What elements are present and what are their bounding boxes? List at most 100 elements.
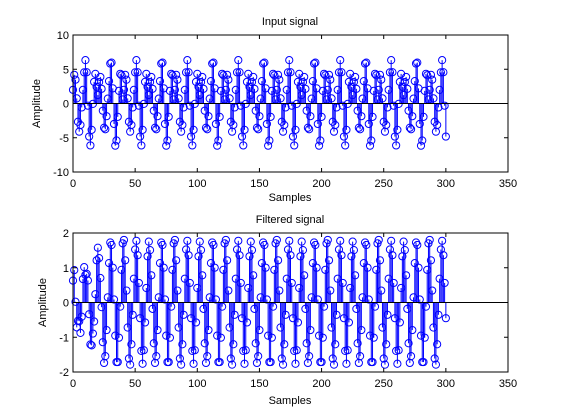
filtered-signal-sample-marker <box>93 243 102 252</box>
input-signal-sample-marker <box>153 112 162 121</box>
input-signal-sample-marker <box>194 82 203 91</box>
filtered-signal-sample-marker <box>71 297 80 306</box>
filtered-signal-sample-marker <box>374 235 383 245</box>
filtered-signal-sample-marker <box>229 340 238 349</box>
input-signal-sample-marker <box>401 72 411 82</box>
input-signal-sample-marker <box>286 68 295 77</box>
filtered-signal-sample-marker <box>226 354 235 363</box>
filtered-signal-sample-marker <box>168 265 177 274</box>
input-signal-sample-marker <box>76 120 85 130</box>
filtered-signal-sample-marker <box>414 263 423 272</box>
filtered-signal-sample-marker <box>326 286 335 295</box>
input-signal-sample-marker <box>267 86 276 96</box>
filtered-signal-ytick-label: 2 <box>63 228 69 240</box>
filtered-signal-sample-marker <box>97 303 106 312</box>
filtered-signal-sample-marker <box>369 333 378 342</box>
filtered-signal-sample-marker <box>351 271 360 280</box>
filtered-signal-sample-marker <box>338 278 347 288</box>
filtered-signal-sample-marker <box>420 333 429 342</box>
input-signal-sample-marker <box>372 71 381 80</box>
filtered-signal-sample-marker <box>436 245 445 254</box>
filtered-signal-xtick-label: 100 <box>188 378 206 390</box>
filtered-signal-sample-marker <box>317 357 326 367</box>
filtered-signal-sample-marker <box>431 360 441 369</box>
input-signal-sample-marker <box>370 69 380 78</box>
input-signal-sample-marker <box>438 56 447 65</box>
filtered-signal-sample-marker <box>353 339 362 348</box>
filtered-signal-sample-marker <box>75 317 84 326</box>
input-signal-sample-marker <box>245 82 254 91</box>
input-signal-sample-marker <box>359 77 368 86</box>
input-signal-sample-marker <box>307 94 316 103</box>
input-signal-xtick-label: 50 <box>129 178 141 190</box>
input-signal-sample-marker <box>239 141 248 150</box>
filtered-signal-sample-marker <box>385 245 395 254</box>
filtered-signal-sample-marker <box>224 286 233 295</box>
filtered-signal-sample-marker <box>344 318 354 327</box>
filtered-signal-sample-marker <box>382 340 391 349</box>
filtered-signal-xtick-label: 150 <box>250 378 268 390</box>
input-signal-sample-marker <box>78 85 88 94</box>
filtered-signal-sample-marker <box>175 354 184 363</box>
filtered-signal-sample-marker <box>182 245 191 254</box>
filtered-signal-sample-marker <box>406 352 416 361</box>
filtered-signal-sample-marker <box>101 352 110 361</box>
input-signal-sample-marker <box>132 56 141 65</box>
filtered-signal-sample-marker <box>121 256 130 265</box>
filtered-signal-sample-marker <box>267 333 276 342</box>
input-signal-sample-marker <box>352 84 361 93</box>
filtered-signal-sample-marker <box>231 274 240 283</box>
input-signal-sample-marker <box>265 136 274 145</box>
input-signal-sample-marker <box>240 125 249 134</box>
filtered-signal-sample-marker <box>440 278 449 288</box>
input-signal-sample-marker <box>234 56 243 65</box>
filtered-signal-sample-marker <box>276 323 285 332</box>
input-signal-sample-marker <box>162 141 171 150</box>
filtered-signal-sample-marker <box>83 276 93 285</box>
filtered-signal-sample-marker <box>128 310 137 319</box>
filtered-signal-sample-marker <box>334 245 344 254</box>
filtered-signal-sample-marker <box>159 263 168 272</box>
input-signal-ytick-label: -5 <box>59 133 69 145</box>
input-signal-sample-marker <box>255 112 264 121</box>
filtered-signal-sample-marker <box>158 240 167 250</box>
filtered-signal-sample-marker <box>195 237 204 246</box>
filtered-signal-sample-marker <box>247 246 257 255</box>
input-signal-sample-marker <box>152 125 161 134</box>
filtered-signal-sample-marker <box>404 339 413 348</box>
input-signal-sample-marker <box>440 101 449 110</box>
filtered-signal-sample-marker <box>129 274 138 283</box>
filtered-signal-sample-marker <box>292 346 301 355</box>
filtered-signal-sample-marker <box>441 314 450 323</box>
input-signal-sample-marker <box>168 71 177 80</box>
input-signal-sample-marker <box>199 84 208 93</box>
filtered-signal-sample-marker <box>219 265 228 274</box>
filtered-signal-sample-marker <box>184 251 193 260</box>
filtered-signal-sample-marker <box>221 235 230 245</box>
input-signal-sample-marker <box>133 68 142 77</box>
input-signal-sample-marker <box>319 69 329 78</box>
filtered-signal-sample-marker <box>251 339 260 348</box>
input-signal-sample-marker <box>354 123 363 132</box>
filtered-signal-sample-marker <box>232 245 242 254</box>
filtered-signal-sample-marker <box>425 235 434 245</box>
filtered-signal-sample-marker <box>254 352 263 361</box>
input-signal-sample-marker <box>256 94 265 103</box>
filtered-signal-sample-marker <box>109 295 119 304</box>
input-signal-sample-marker <box>163 136 172 145</box>
input-signal-sample-marker <box>236 101 245 110</box>
filtered-signal-sample-marker <box>246 237 255 246</box>
filtered-signal-sample-marker <box>215 357 224 367</box>
input-signal-sample-marker <box>111 141 120 150</box>
filtered-signal-sample-marker <box>261 263 270 272</box>
filtered-signal-sample-marker <box>395 318 404 327</box>
input-signal-sample-marker <box>149 106 158 115</box>
filtered-signal-ytick-label: 0 <box>63 298 69 310</box>
input-signal-sample-marker <box>285 56 294 65</box>
input-signal-sample-marker <box>82 68 91 77</box>
input-signal-sample-marker <box>191 77 201 86</box>
input-signal-sample-marker <box>97 84 106 93</box>
input-signal-sample-marker <box>269 69 278 78</box>
filtered-signal-sample-marker <box>269 302 278 311</box>
input-signal-ticks: 0 50 100 150 200 250 300 350 -10 -5 0 5 10 <box>53 30 517 190</box>
